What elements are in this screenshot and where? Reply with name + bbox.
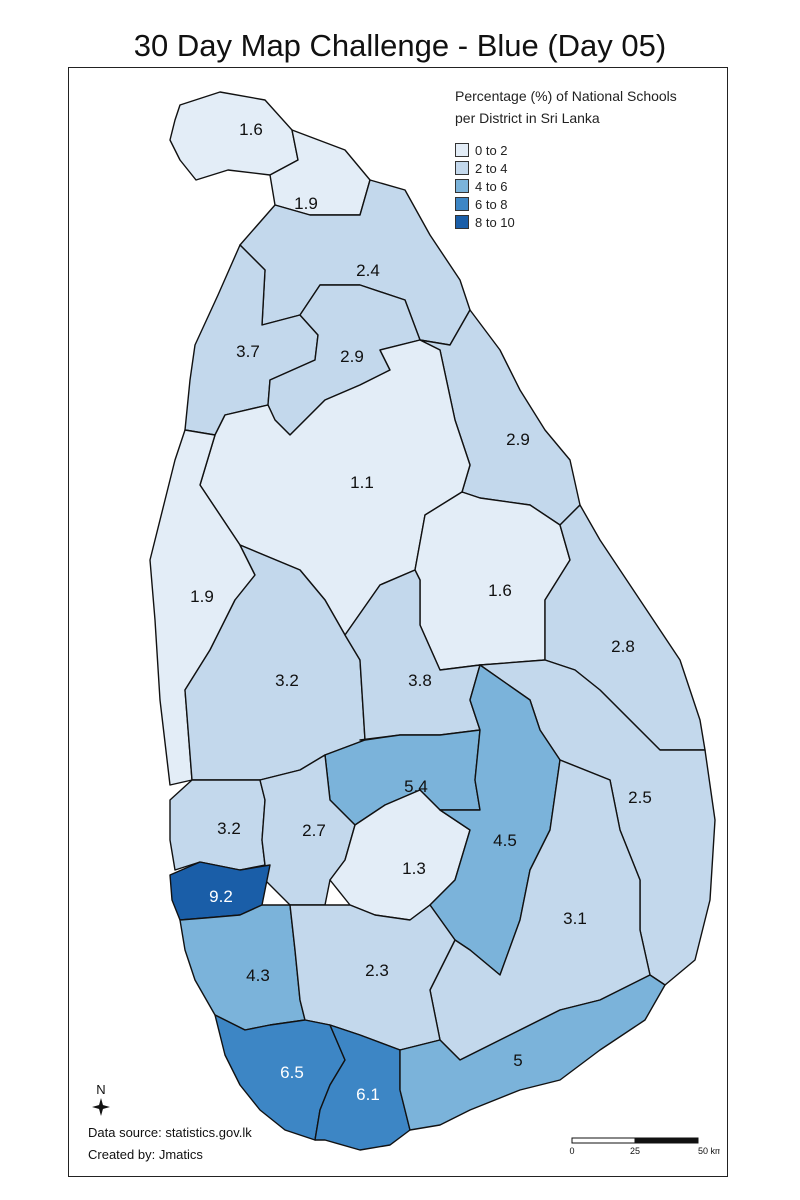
compass-bar [92,1104,110,1110]
legend-swatch [455,197,469,211]
scale-bar: 0 25 50 km [569,1137,720,1156]
label-mannar: 3.7 [236,342,260,361]
label-matale: 3.8 [408,671,432,690]
map-title: 30 Day Map Challenge - Blue (Day 05) [133,28,667,63]
legend-label: 4 to 6 [475,178,508,194]
label-kandy: 5.4 [404,777,428,796]
label-nuwara-eliya: 1.3 [402,859,426,878]
label-ratnapura: 2.3 [365,961,389,980]
author-text: Created by: Jmatics [88,1147,203,1162]
label-puttalam: 1.9 [190,587,214,606]
map-frame [68,67,728,1177]
label-polonnaruwa: 1.6 [488,581,512,600]
label-galle: 6.5 [280,1063,304,1082]
district-kalutara [179,904,306,1031]
label-kurunegala: 3.2 [275,671,299,690]
north-arrow-icon: N [92,1082,110,1116]
scale-tick-0: 0 [569,1146,574,1156]
label-jaffna: 1.6 [239,120,263,139]
district-ratnapura [289,904,456,1051]
scale-tick-50: 50 km [698,1146,720,1156]
label-kalutara: 4.3 [246,966,270,985]
legend-swatch [455,179,469,193]
label-gampaha: 3.2 [217,819,241,838]
legend-label: 6 to 8 [475,196,508,212]
credits: Data source: statistics.gov.lk Created b… [88,1122,252,1166]
label-kegalle: 2.7 [302,821,326,840]
legend-item: 2 to 4 [455,159,677,177]
label-mullaitivu: 2.4 [356,261,380,280]
legend-swatch [455,215,469,229]
legend-title-line-2: per District in Sri Lanka [455,110,600,126]
legend-swatch [455,143,469,157]
legend-item: 4 to 6 [455,177,677,195]
label-anuradhapura: 1.1 [350,473,374,492]
label-badulla: 4.5 [493,831,517,850]
legend-label: 0 to 2 [475,142,508,158]
label-matara: 6.1 [356,1085,380,1104]
legend: Percentage (%) of National Schools per D… [455,85,677,231]
scale-segment-dark [634,1137,699,1144]
label-kilinochchi: 1.9 [294,194,318,213]
district-labels: 1.6 1.9 2.4 3.7 2.9 2.9 1.1 1.9 1.6 2.8 … [190,120,652,1104]
label-vavuniya: 2.9 [340,347,364,366]
scale-tick-25: 25 [630,1146,640,1156]
scale-segment-light [571,1137,636,1144]
legend-label: 8 to 10 [475,214,515,230]
legend-item: 6 to 8 [455,195,677,213]
legend-title-line-1: Percentage (%) of National Schools [455,88,677,104]
label-trincomalee: 2.9 [506,430,530,449]
legend-item: 8 to 10 [455,213,677,231]
district-polygons [149,91,716,1151]
label-hambantota: 5 [513,1051,522,1070]
legend-item: 0 to 2 [455,141,677,159]
legend-title: Percentage (%) of National Schools per D… [455,85,677,129]
data-source-text: Data source: statistics.gov.lk [88,1125,252,1140]
label-colombo: 9.2 [209,887,233,906]
legend-label: 2 to 4 [475,160,508,176]
district-jaffna [169,91,299,181]
label-monaragala: 3.1 [563,909,587,928]
district-hambantota [399,974,666,1131]
label-ampara: 2.5 [628,788,652,807]
label-batticaloa: 2.8 [611,637,635,656]
legend-swatch [455,161,469,175]
north-label: N [96,1082,105,1097]
district-kegalle [259,754,356,906]
